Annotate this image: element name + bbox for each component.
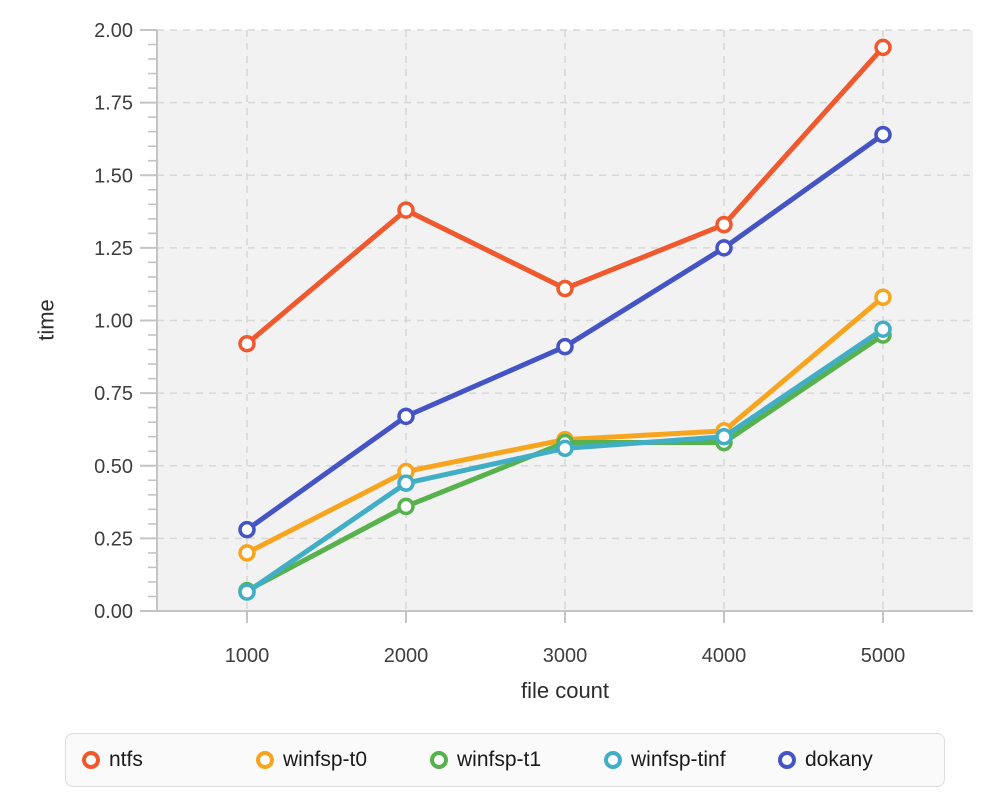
y-tick-label: 1.75 — [94, 93, 133, 115]
data-point-ntfs-5000 — [874, 38, 892, 57]
series-ntfs — [238, 38, 892, 353]
y-tick-label: 0.75 — [94, 383, 133, 405]
data-point-winfsp-t1-2000 — [397, 497, 415, 516]
data-point-dokany-4000 — [715, 239, 733, 257]
gridlines — [157, 29, 973, 611]
legend-marker-winfsp-t0 — [256, 751, 274, 769]
x-axis-title: file count — [521, 678, 609, 703]
legend-marker-dokany — [778, 751, 796, 769]
data-point-ntfs-3000 — [556, 279, 574, 298]
legend-label-winfsp-t0: winfsp-t0 — [283, 748, 368, 771]
data-point-winfsp-t0-5000 — [874, 288, 892, 307]
data-point-ntfs-4000 — [715, 215, 733, 234]
y-tick-label: 1.25 — [94, 238, 133, 260]
data-point-winfsp-tinf-5000 — [874, 320, 892, 338]
plot-layer: 0.00 0.25 0.50 0.75 1.00 1.25 1.50 1.75 2.00 1000… — [94, 20, 973, 667]
y-tick-label: 1.50 — [94, 165, 133, 187]
x-tick-label: 4000 — [702, 645, 747, 667]
y-tick-label: 0.25 — [94, 528, 133, 550]
legend-marker-ntfs — [82, 751, 100, 769]
data-point-winfsp-tinf-2000 — [397, 474, 415, 492]
series-winfsp-tinf — [238, 320, 892, 601]
legend-marker-winfsp-t1 — [430, 751, 448, 769]
data-point-ntfs-1000 — [238, 334, 256, 353]
data-point-winfsp-tinf-4000 — [715, 427, 733, 446]
y-tick-label: 2.00 — [94, 20, 133, 42]
x-tick-label: 2000 — [384, 645, 429, 667]
data-point-ntfs-2000 — [397, 201, 415, 219]
legend-label-ntfs: ntfs — [109, 748, 143, 771]
legend-label-winfsp-t1: winfsp-t1 — [457, 748, 542, 771]
x-tick-label: 1000 — [225, 645, 270, 667]
data-point-dokany-1000 — [238, 520, 256, 539]
y-tick-label: 0.50 — [94, 456, 133, 478]
data-point-winfsp-t0-1000 — [238, 544, 256, 562]
legend-item-ntfs: ntfs — [82, 748, 256, 772]
data-point-dokany-5000 — [874, 125, 892, 144]
legend-item-winfsp-t1: winfsp-t1 — [430, 748, 604, 772]
data-point-winfsp-tinf-1000 — [238, 583, 256, 601]
chart-legend: ntfs winfsp-t0 winfsp-t1 winfsp-tinf dokany — [65, 733, 945, 787]
data-point-dokany-2000 — [397, 407, 415, 426]
legend-label-winfsp-tinf: winfsp-tinf — [631, 748, 726, 771]
y-tick-label: 0.00 — [94, 601, 133, 623]
legend-marker-winfsp-tinf — [604, 751, 622, 769]
x-tick-label: 3000 — [543, 645, 588, 667]
data-point-winfsp-tinf-3000 — [556, 439, 574, 458]
legend-item-winfsp-tinf: winfsp-tinf — [604, 748, 778, 772]
data-point-dokany-3000 — [556, 337, 574, 356]
x-tick-label: 5000 — [861, 645, 906, 667]
legend-label-dokany: dokany — [805, 748, 873, 771]
series-dokany — [238, 125, 892, 539]
y-axis-title: time — [34, 299, 59, 341]
legend-item-dokany: dokany — [778, 748, 873, 772]
axes: 0.00 0.25 0.50 0.75 1.00 1.25 1.50 1.75 2.00 1000… — [94, 20, 973, 667]
chart-plot-area: 0.00 0.25 0.50 0.75 1.00 1.25 1.50 1.75 2.00 1000… — [34, 20, 973, 703]
legend-item-winfsp-t0: winfsp-t0 — [256, 748, 430, 772]
y-tick-label: 1.00 — [94, 311, 133, 333]
